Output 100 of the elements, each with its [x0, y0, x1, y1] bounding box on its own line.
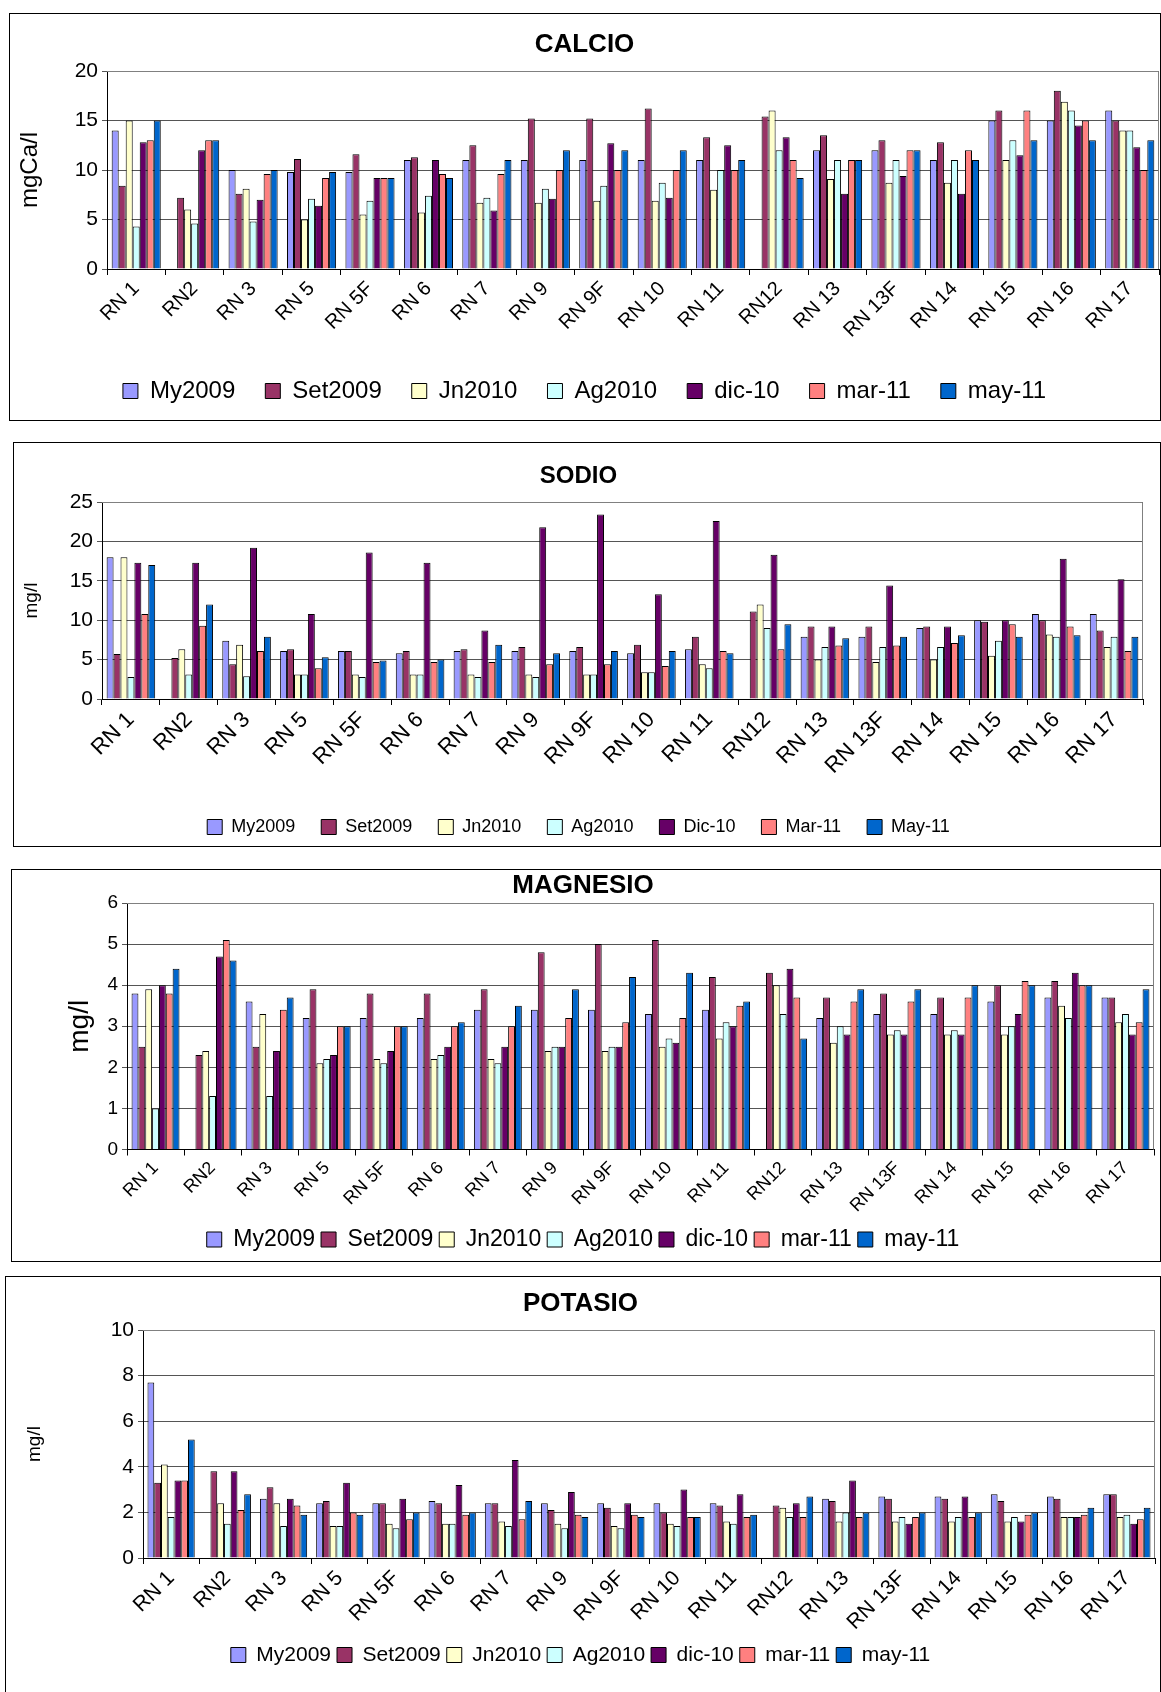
- legend-label: My2009: [256, 1641, 332, 1665]
- legend-label: May-11: [891, 815, 950, 836]
- x-tick-label: RN 1: [127, 1565, 179, 1616]
- legend-label: mar-11: [765, 1641, 831, 1665]
- legend-label: Set2009: [292, 375, 382, 403]
- legend-label: Jn2010: [472, 1641, 542, 1665]
- y-tick-label: 20: [69, 528, 93, 552]
- x-tick-label: RN 9: [518, 1157, 562, 1201]
- y-tick-label: 6: [107, 891, 118, 913]
- legend-label: Dic-10: [683, 815, 736, 836]
- y-axis-title: mg/l: [62, 999, 94, 1053]
- x-tick-label: RN 11: [672, 276, 728, 332]
- x-tick-label: RN 10: [625, 1565, 685, 1624]
- chart-title: CALCIO: [534, 28, 635, 59]
- y-tick-label: 5: [86, 206, 98, 230]
- x-tick-label: RN 13: [796, 1157, 847, 1208]
- legend-label: may-11: [967, 375, 1047, 403]
- legend-label: Jn2010: [462, 815, 522, 836]
- y-tick-label: 0: [86, 255, 98, 279]
- y-tick-label: 25: [69, 488, 93, 512]
- x-tick-label: RN 3: [201, 706, 255, 760]
- legend-label: My2009: [233, 1224, 316, 1251]
- y-tick-label: 20: [74, 57, 98, 81]
- legend-label: My2009: [231, 815, 296, 836]
- x-tick-label: RN 1: [85, 706, 139, 760]
- x-tick-label: RN 3: [240, 1565, 291, 1616]
- legend-label: mar-11: [780, 1224, 852, 1251]
- x-tick-label: RN 17: [1081, 1157, 1132, 1208]
- x-tick-label: RN 10: [613, 276, 669, 333]
- legend-label: Jn2010: [438, 375, 518, 403]
- x-tick-label: RN 13F: [838, 276, 903, 341]
- y-tick-label: 0: [81, 685, 93, 709]
- x-tick-label: RN 6: [404, 1157, 448, 1201]
- legend-label: Set2009: [345, 815, 413, 836]
- x-tick-label: RN 3: [212, 276, 260, 325]
- chart-title: SODIO: [539, 460, 618, 488]
- x-tick-label: RN 6: [409, 1565, 460, 1616]
- legend-label: dic-10: [685, 1224, 749, 1251]
- legend-label: dic-10: [676, 1641, 734, 1665]
- x-tick-label: RN 5F: [320, 276, 377, 334]
- legend-label: Mar-11: [785, 815, 842, 836]
- x-tick-label: RN 1: [118, 1157, 162, 1201]
- legend-label: Set2009: [347, 1224, 434, 1251]
- y-tick-label: 10: [110, 1316, 134, 1340]
- x-tick-label: RN 11: [683, 1565, 741, 1623]
- y-tick-label: 1: [107, 1096, 118, 1118]
- chart-title: MAGNESIO: [512, 869, 654, 900]
- legend-label: Ag2010: [573, 1224, 654, 1251]
- x-tick-label: RN 10: [625, 1157, 676, 1208]
- x-tick-label: RN 7: [445, 276, 494, 325]
- x-tick-label: RN 7: [465, 1565, 516, 1616]
- x-tick-label: RN 3: [232, 1157, 276, 1201]
- x-tick-label: RN 15: [963, 276, 1020, 333]
- x-tick-label: RN 15: [967, 1157, 1018, 1208]
- x-tick-label: RN 5F: [339, 1157, 391, 1209]
- y-axis-title: mg/l: [23, 1426, 45, 1462]
- y-axis-title: mg/l: [20, 582, 42, 619]
- x-tick-label: RN 16: [1024, 1157, 1075, 1208]
- y-tick-label: 6: [122, 1408, 134, 1431]
- y-tick-label: 4: [107, 973, 119, 995]
- legend-label: Ag2010: [574, 375, 658, 403]
- y-tick-label: 8: [122, 1362, 134, 1386]
- y-tick-label: 5: [81, 646, 93, 670]
- y-tick-label: 15: [69, 567, 93, 591]
- y-tick-label: 15: [74, 107, 98, 131]
- x-tick-label: RN 14: [906, 1565, 966, 1624]
- x-tick-label: RN 16: [1019, 1565, 1078, 1624]
- legend-label: mar-11: [836, 375, 911, 403]
- y-tick-label: 0: [122, 1544, 134, 1568]
- legend-label: may-11: [884, 1224, 960, 1251]
- legend-label: My2009: [149, 375, 236, 403]
- x-tick-label: RN 16: [1022, 276, 1079, 333]
- legend-label: Set2009: [362, 1641, 441, 1665]
- y-tick-label: 4: [122, 1453, 135, 1477]
- x-tick-label: RN 6: [374, 706, 428, 760]
- y-tick-label: 2: [107, 1055, 118, 1077]
- y-axis-title: mgCa/l: [14, 131, 42, 209]
- legend-label: Jn2010: [465, 1224, 542, 1251]
- y-tick-label: 0: [107, 1137, 118, 1159]
- chart-title: POTASIO: [522, 1287, 639, 1318]
- y-tick-label: 3: [107, 1014, 118, 1036]
- y-tick-label: 10: [74, 156, 98, 180]
- x-tick-label: RN 14: [905, 276, 962, 333]
- x-tick-label: RN 1: [95, 276, 143, 325]
- y-tick-label: 5: [107, 932, 118, 954]
- x-tick-label: RN 9: [504, 276, 553, 325]
- legend-label: may-11: [861, 1641, 931, 1665]
- x-tick-label: RN 5: [270, 276, 319, 325]
- x-tick-label: RN 11: [683, 1157, 733, 1207]
- x-tick-label: RN 7: [461, 1157, 505, 1201]
- x-tick-label: RN 9F: [567, 1157, 619, 1209]
- x-tick-label: RN 14: [910, 1157, 961, 1208]
- x-tick-label: RN 17: [1080, 276, 1137, 333]
- y-tick-label: 2: [122, 1499, 134, 1523]
- legend-label: dic-10: [714, 375, 780, 403]
- x-tick-label: RN 6: [387, 276, 436, 325]
- legend-label: Ag2010: [572, 1641, 646, 1665]
- x-tick-label: RN 15: [963, 1565, 1022, 1624]
- y-tick-label: 10: [69, 607, 93, 630]
- x-tick-label: RN 9F: [554, 276, 611, 334]
